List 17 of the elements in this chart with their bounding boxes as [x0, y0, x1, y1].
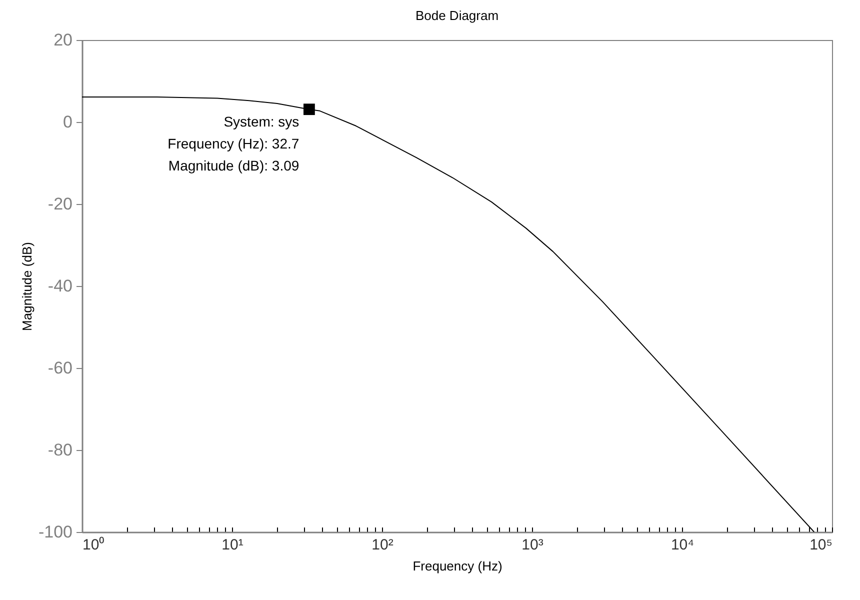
x-tick-label: 10¹: [222, 536, 244, 554]
x-axis-title: Frequency (Hz): [412, 558, 502, 574]
y-axis-title: Magnitude (dB): [19, 242, 34, 331]
y-tick-label: -40: [48, 276, 72, 296]
x-tick-label: 10⁴: [670, 536, 694, 554]
y-tick-label: -20: [48, 194, 72, 214]
annotation: System: sys Frequency (Hz): 32.7 Magnitude (dB): 3.09: [168, 113, 300, 174]
x-tick-label: 10⁵: [810, 536, 832, 554]
x-tick-label: 10³: [522, 536, 544, 554]
y-tick-label: 0: [63, 112, 72, 132]
y-tick-label: -80: [48, 440, 72, 460]
x-tick-label: 10²: [372, 536, 394, 554]
y-tick-label: 20: [54, 30, 72, 50]
y-tick-label: -60: [48, 358, 72, 378]
y-tick-label: -100: [38, 522, 72, 542]
chart-title: Bode Diagram: [415, 8, 499, 23]
x-tick-label: 10⁰: [82, 536, 104, 554]
